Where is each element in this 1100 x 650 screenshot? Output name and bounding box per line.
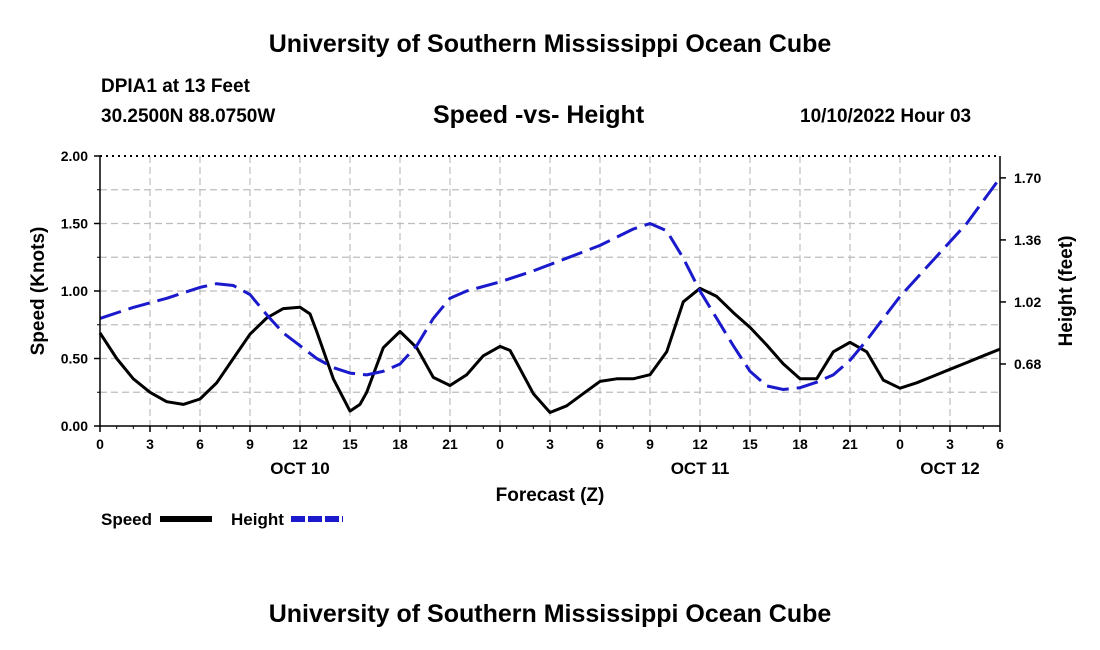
x-tick-label: 6 <box>196 436 204 452</box>
x-tick-label: 6 <box>996 436 1004 452</box>
x-tick-label: 0 <box>96 436 104 452</box>
series-line-height <box>99 177 1002 391</box>
legend-swatch-speed <box>160 516 212 522</box>
x-tick-label: 9 <box>246 436 254 452</box>
y2-tick-label: 1.02 <box>1014 294 1041 310</box>
y-tick-label: 1.50 <box>61 216 88 232</box>
x-tick-label: 18 <box>792 436 808 452</box>
x-tick-label: 12 <box>692 436 708 452</box>
y2-tick-label: 1.36 <box>1014 232 1041 248</box>
x-tick-label: 21 <box>442 436 458 452</box>
axis-labels: 0 3 6 9 12 15 18 21 0 3 6 9 12 15 18 21 0 3 6 OCT 10 OCT 11 O… <box>28 148 1077 506</box>
series-layer <box>98 177 1002 414</box>
station-coordinates: 30.2500N 88.0750W <box>101 106 276 127</box>
x-axis-title: Forecast (Z) <box>496 485 605 506</box>
grid <box>100 156 1000 426</box>
y-tick-label: 0.00 <box>61 418 88 434</box>
x-tick-label: 15 <box>342 436 358 452</box>
y-tick-label: 1.00 <box>61 283 88 299</box>
x-tick-label: 15 <box>742 436 758 452</box>
date-label: OCT 10 <box>270 459 330 478</box>
y-tick-label: 2.00 <box>61 148 88 164</box>
y2-axis-title: Height (feet) <box>1056 236 1077 347</box>
x-tick-label: 12 <box>292 436 308 452</box>
y2-tick-label: 0.68 <box>1014 356 1041 372</box>
legend-label-height: Height <box>231 510 284 529</box>
station-label: DPIA1 at 13 Feet <box>101 76 250 97</box>
legend-swatch-height <box>291 516 343 522</box>
x-tick-label: 3 <box>146 436 154 452</box>
x-tick-label: 6 <box>596 436 604 452</box>
page-title: University of Southern Mississippi Ocean… <box>268 30 832 58</box>
y-axis-title: Speed (Knots) <box>28 227 49 356</box>
x-tick-label: 3 <box>946 436 954 452</box>
date-label: OCT 11 <box>671 459 730 478</box>
x-tick-label: 0 <box>496 436 504 452</box>
x-tick-label: 9 <box>646 436 654 452</box>
y-tick-label: 0.50 <box>61 351 88 367</box>
x-tick-label: 0 <box>896 436 904 452</box>
x-tick-label: 21 <box>842 436 858 452</box>
legend-label-speed: Speed <box>101 510 153 529</box>
x-tick-label: 18 <box>392 436 408 452</box>
chart-subtitle: Speed -vs- Height <box>433 101 645 129</box>
y2-tick-label: 1.70 <box>1014 170 1041 186</box>
axes <box>94 155 1006 432</box>
footer-title: University of Southern Mississippi Ocean… <box>268 600 832 628</box>
x-tick-label: 3 <box>546 436 554 452</box>
series-line-speed <box>98 286 1001 414</box>
date-label: OCT 12 <box>920 459 980 478</box>
forecast-datetime: 10/10/2022 Hour 03 <box>800 106 972 127</box>
